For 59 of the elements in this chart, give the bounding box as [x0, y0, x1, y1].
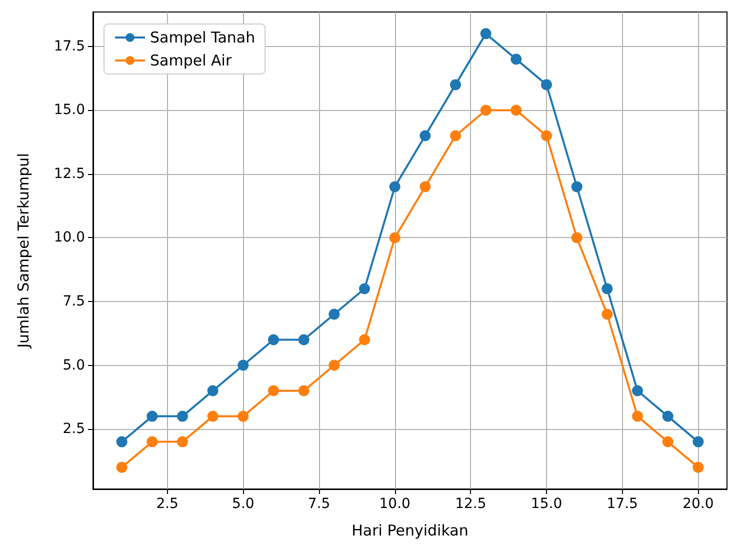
point [692, 462, 704, 473]
point [541, 79, 552, 90]
point [420, 181, 431, 192]
point [328, 308, 340, 320]
point [146, 436, 158, 448]
point [146, 410, 158, 422]
point [389, 232, 400, 244]
point [602, 308, 613, 320]
point [510, 54, 522, 65]
point [450, 79, 461, 90]
y-tick-label: 17.5 [54, 38, 85, 54]
point [541, 130, 552, 142]
y-axis-title: Jumlah Sampel Terkumpul [14, 153, 32, 349]
x-tick-label: 5.0 [232, 496, 254, 512]
point [632, 385, 644, 396]
point [116, 436, 128, 448]
point [480, 104, 492, 116]
point [662, 436, 674, 448]
x-tick-label: 15.0 [530, 496, 562, 512]
point [298, 334, 310, 346]
point [389, 181, 400, 192]
x-tick-label: 10.0 [379, 496, 410, 512]
x-tick-label: 17.5 [606, 496, 638, 512]
point [632, 410, 644, 422]
x-tick-label: 7.5 [308, 496, 330, 512]
y-tick-label: 5.0 [62, 357, 85, 374]
y-tick-label: 10.0 [54, 230, 85, 246]
x-tick-label: 12.5 [455, 496, 486, 512]
point [480, 28, 492, 40]
point [662, 410, 674, 422]
y-tick-label: 7.5 [62, 294, 85, 310]
point [359, 334, 370, 346]
point [450, 130, 461, 142]
x-tick-label: 2.5 [156, 496, 178, 512]
point [602, 283, 613, 294]
point [692, 436, 704, 448]
x-axis-title: Hari Penyidikan [352, 522, 468, 540]
point [238, 410, 249, 422]
point [571, 181, 582, 192]
point [328, 360, 340, 371]
point [571, 232, 582, 244]
point [177, 436, 188, 448]
point [268, 385, 279, 396]
point [116, 462, 128, 473]
legend-label: Sampel Tanah [150, 28, 256, 46]
point [359, 283, 370, 294]
point [207, 410, 218, 422]
point [298, 385, 310, 396]
point [420, 130, 431, 142]
y-tick-label: 12.5 [54, 166, 85, 182]
x-tick-label: 20.0 [682, 496, 714, 512]
point [177, 410, 188, 422]
point [268, 334, 279, 346]
point [510, 104, 522, 116]
y-tick-label: 15.0 [54, 102, 85, 118]
legend-label: Sampel Air [150, 52, 232, 70]
point [207, 385, 218, 396]
y-tick-label: 2.5 [62, 421, 85, 438]
point [238, 360, 249, 371]
